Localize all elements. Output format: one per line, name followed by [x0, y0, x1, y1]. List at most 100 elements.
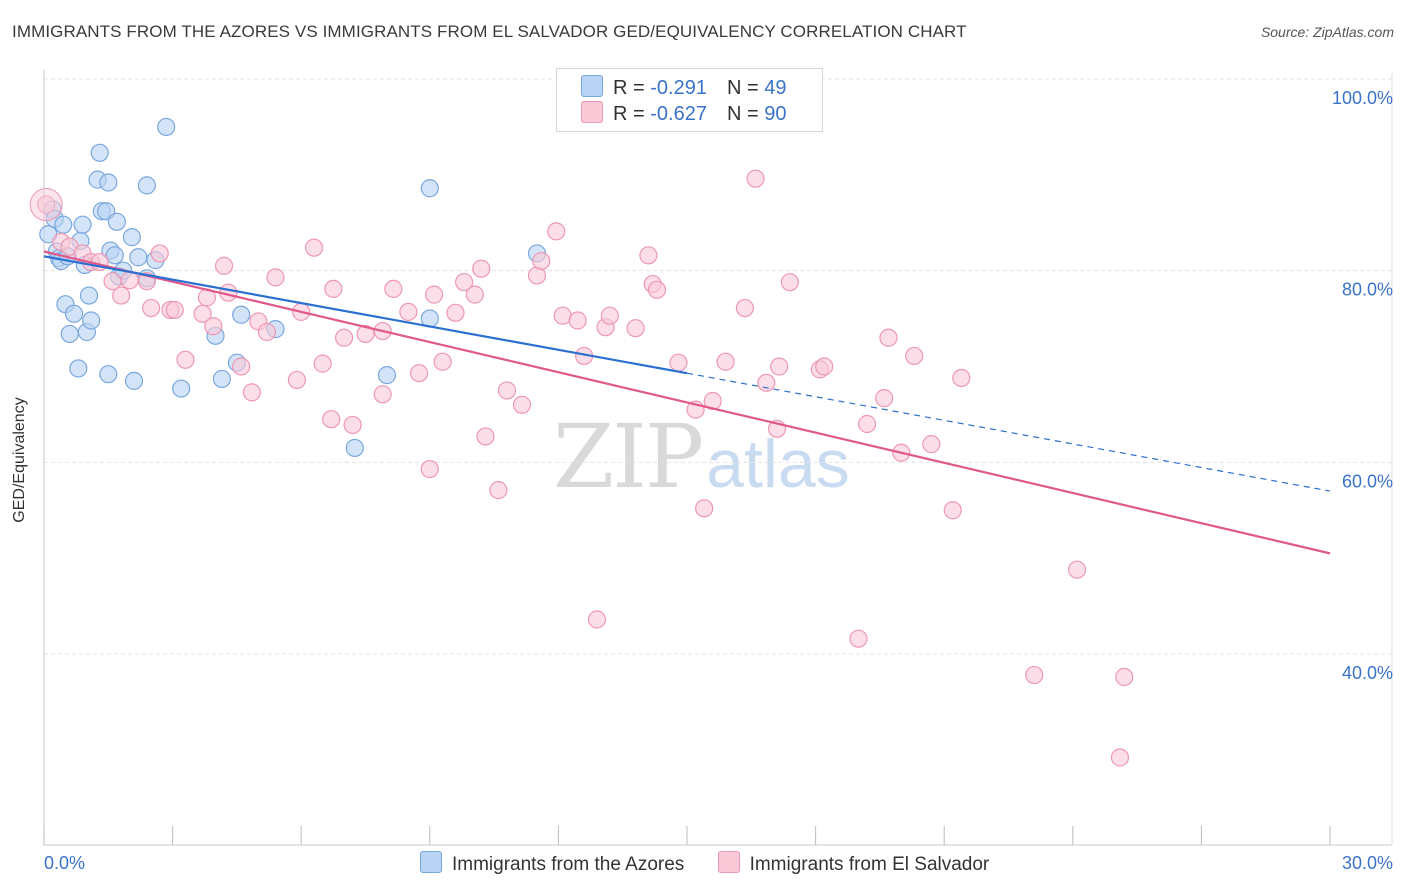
salvador-point — [905, 346, 924, 366]
legend-n-value: 49 — [764, 77, 787, 99]
y-tick-label: 40.0% — [1342, 663, 1393, 683]
salvador-point — [356, 324, 375, 344]
salvador-point — [465, 285, 484, 304]
legend-n-label: N = — [726, 77, 765, 99]
salvador-point — [142, 298, 161, 318]
trend-lines-layer — [43, 250, 1331, 555]
y-tick-label: 60.0% — [1342, 471, 1393, 491]
azores-point — [60, 324, 79, 344]
salvador-point — [600, 306, 619, 325]
salvador-point — [532, 251, 551, 271]
salvador-swatch — [717, 851, 740, 873]
salvador-point — [176, 350, 195, 369]
salvador-point — [150, 244, 169, 263]
legend-row-salvador: R = -0.627 N = 90 — [581, 101, 786, 125]
azores-point — [377, 366, 397, 385]
salvador-point — [497, 381, 517, 400]
legend-item-salvador: Immigrants from El Salvador — [717, 851, 989, 876]
azores-point — [122, 228, 141, 247]
salvador-point — [553, 306, 572, 325]
salvador-point — [420, 459, 439, 479]
legend-r-label: R = — [613, 103, 651, 125]
salvador-point — [857, 414, 877, 434]
azores-point — [90, 143, 109, 162]
azores-point — [79, 286, 99, 305]
axis-layer — [43, 70, 1393, 846]
azores-point — [129, 248, 148, 267]
salvador-point — [512, 395, 532, 414]
salvador-point — [373, 385, 392, 404]
legend-r-value: -0.627 — [650, 103, 707, 125]
salvador-point — [257, 322, 277, 342]
salvador-point — [266, 268, 285, 287]
stats-legend: R = -0.291 N = 49 R = -0.627 N = 90 — [556, 68, 823, 132]
salvador-point — [424, 285, 444, 304]
azores-point — [69, 359, 88, 378]
salvador-point — [313, 354, 332, 373]
azores-trend-dashed — [686, 372, 1331, 492]
x-tick-label: 0.0% — [44, 853, 85, 873]
salvador-point — [454, 273, 474, 292]
azores-point — [124, 371, 144, 390]
salvador-point — [922, 435, 941, 454]
salvador-point-large — [29, 188, 63, 222]
legend-item-azores: Immigrants from the Azores — [420, 851, 684, 876]
salvador-point — [384, 279, 403, 298]
azores-point — [212, 369, 231, 389]
salvador-point — [399, 302, 418, 321]
azores-swatch — [581, 75, 603, 97]
legend-r-value: -0.291 — [650, 77, 707, 99]
salvador-point — [547, 222, 566, 241]
legend-azores-label: Immigrants from the Azores — [452, 854, 685, 875]
salvador-point — [879, 328, 898, 347]
azores-point — [99, 173, 118, 192]
salvador-point — [695, 499, 714, 518]
legend-n-value: 90 — [764, 103, 787, 125]
legend-row-azores: R = -0.291 N = 49 — [581, 75, 786, 99]
azores-point — [105, 246, 124, 265]
salvador-point — [647, 280, 667, 299]
salvador-point — [343, 415, 362, 435]
salvador-point — [875, 389, 894, 408]
salvador-point — [433, 352, 452, 371]
salvador-point — [446, 303, 465, 322]
salvador-point — [626, 319, 645, 338]
salvador-point — [165, 300, 184, 320]
salvador-point — [639, 246, 658, 265]
y-tick-label: 80.0% — [1342, 280, 1393, 300]
salvador-point — [815, 357, 834, 376]
azores-point — [107, 212, 126, 231]
azores-point — [54, 215, 73, 234]
azores-point — [157, 117, 176, 137]
salvador-point — [322, 410, 341, 429]
salvador-point — [757, 373, 776, 392]
salvador-point — [204, 317, 223, 336]
salvador-point — [476, 427, 495, 446]
azores-trend-line — [43, 255, 688, 375]
salvador-point — [120, 271, 139, 290]
x-tick-label: 30.0% — [1342, 853, 1393, 873]
salvador-point — [409, 364, 429, 383]
salvador-point — [770, 357, 789, 376]
legend-r-label: R = — [613, 77, 651, 99]
salvador-point — [746, 169, 765, 188]
azores-point — [345, 438, 364, 458]
y-tick-label: 100.0% — [1332, 88, 1393, 108]
azores-point — [232, 305, 251, 324]
salvador-point — [232, 357, 251, 376]
salvador-point — [334, 328, 354, 347]
salvador-point — [242, 383, 262, 402]
azores-point — [99, 365, 118, 384]
chart-title: IMMIGRANTS FROM THE AZORES VS IMMIGRANTS… — [12, 22, 967, 41]
salvador-point — [849, 629, 868, 648]
salvador-points-layer — [29, 169, 1134, 767]
series-legend: Immigrants from the Azores Immigrants fr… — [420, 851, 1017, 877]
salvador-point — [587, 610, 607, 629]
azores-point — [137, 176, 156, 195]
salvador-point — [735, 298, 754, 318]
salvador-trend-line — [43, 250, 1331, 555]
salvador-point — [287, 370, 307, 390]
azores-swatch — [420, 851, 442, 873]
salvador-point — [112, 286, 131, 305]
